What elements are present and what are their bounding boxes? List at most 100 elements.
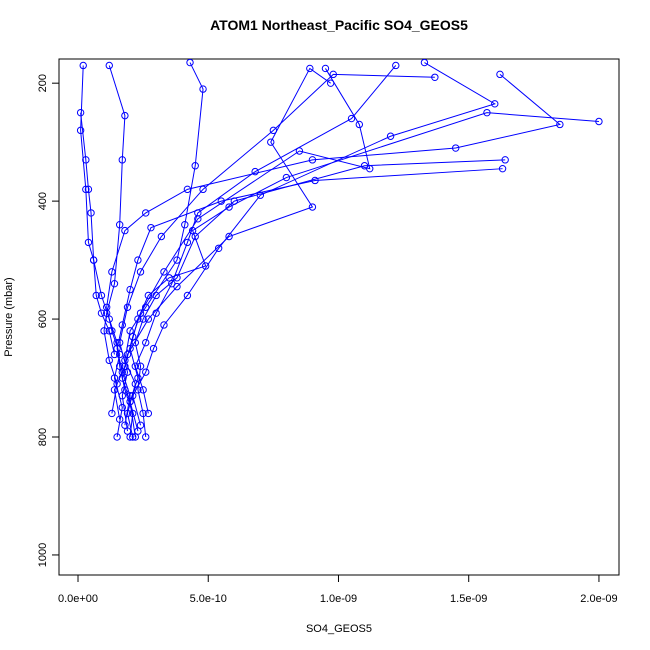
- profile-point: [105, 327, 113, 335]
- profile-point: [118, 156, 126, 164]
- profile-point: [110, 386, 119, 394]
- profile-point: [139, 315, 147, 323]
- profile-point: [191, 232, 199, 241]
- x-tick-label: 2.0e-09: [580, 593, 617, 605]
- profile-point: [595, 117, 603, 126]
- profile-point: [121, 421, 129, 429]
- profile-point: [431, 73, 439, 81]
- x-tick-label: 1.5e-09: [450, 593, 487, 605]
- profile-point: [136, 268, 145, 276]
- profile-point: [92, 291, 100, 300]
- profile-point: [118, 368, 126, 376]
- profile-point: [102, 303, 111, 311]
- profile-point: [76, 126, 85, 135]
- profile-line: [129, 112, 599, 438]
- profile-point: [214, 244, 223, 252]
- profile-point: [105, 61, 113, 70]
- profile-point: [123, 368, 132, 376]
- x-axis-label: SO4_GEOS5: [306, 623, 372, 635]
- profile-point: [451, 144, 460, 152]
- x-tick-label: 1.0e-09: [320, 593, 357, 605]
- profile-point: [225, 232, 233, 241]
- profile-point: [115, 338, 124, 347]
- profile-point: [126, 397, 134, 406]
- profile-point: [139, 409, 147, 418]
- profile-line: [134, 159, 506, 438]
- profile-point: [191, 162, 199, 170]
- profile-point: [183, 291, 192, 300]
- profile-point: [329, 70, 337, 79]
- profile-line: [116, 168, 503, 426]
- profile-point: [100, 327, 108, 335]
- profile-point: [556, 120, 564, 129]
- profile-point: [282, 173, 291, 182]
- profile-point: [126, 433, 134, 441]
- profile-point: [149, 344, 158, 353]
- profile-point: [131, 380, 140, 388]
- profile-point: [136, 421, 145, 429]
- profile-point: [420, 59, 429, 67]
- profile-point: [295, 147, 304, 155]
- plot-frame: [58, 58, 620, 576]
- y-tick-label: 400: [37, 192, 49, 210]
- profile-point: [123, 350, 132, 359]
- profile-point: [82, 156, 90, 164]
- profile-line: [124, 62, 204, 438]
- profile-point: [186, 59, 194, 67]
- y-tick-label: 200: [37, 74, 49, 92]
- profile-point: [84, 238, 93, 247]
- profile-line: [134, 65, 397, 414]
- profile-point: [87, 209, 95, 217]
- profile-point: [129, 333, 137, 341]
- profile-point: [115, 362, 124, 370]
- profile-point: [118, 374, 126, 382]
- profile-point: [97, 291, 106, 300]
- profile-point: [326, 79, 335, 87]
- profile-point: [491, 100, 499, 108]
- profile-point: [76, 108, 85, 117]
- profile-line: [80, 65, 134, 438]
- profile-point: [113, 380, 121, 388]
- profile-point: [118, 392, 126, 400]
- profile-line: [132, 62, 496, 426]
- profile-point: [165, 274, 173, 282]
- x-tick-label: 5.0e-10: [190, 593, 227, 605]
- x-tick-label: 0.0e+00: [58, 593, 98, 605]
- profile-point: [113, 344, 121, 353]
- profile-point: [121, 362, 129, 370]
- profile-point: [115, 221, 124, 229]
- profile-point: [131, 362, 140, 370]
- profile-point: [129, 433, 137, 441]
- profile-point: [110, 350, 119, 359]
- y-tick-label: 600: [37, 310, 49, 328]
- profile-point: [84, 185, 93, 194]
- profile-point: [82, 185, 90, 194]
- profile-point: [194, 215, 202, 223]
- profile-point: [131, 433, 140, 441]
- profile-point: [126, 392, 134, 400]
- profile-point: [118, 403, 126, 412]
- profile-point: [321, 64, 330, 73]
- profile-point: [102, 309, 111, 317]
- profile-point: [121, 111, 129, 120]
- profile-point: [308, 203, 317, 211]
- profile-point: [483, 108, 491, 117]
- profile-point: [126, 285, 134, 294]
- profile-point: [121, 356, 129, 365]
- profile-point: [142, 368, 150, 376]
- profile-point: [173, 282, 181, 291]
- profile-point: [160, 268, 168, 276]
- profile-point: [498, 164, 507, 173]
- profile-point: [144, 315, 153, 323]
- profile-point: [123, 409, 132, 418]
- profile-point: [108, 327, 116, 335]
- profile-point: [123, 427, 132, 435]
- profile-point: [108, 409, 116, 418]
- profile-point: [181, 221, 189, 229]
- profile-point: [392, 61, 400, 70]
- profile-point: [118, 321, 126, 329]
- profile-line: [106, 73, 561, 438]
- profile-point: [160, 321, 168, 329]
- profile-line: [119, 73, 435, 432]
